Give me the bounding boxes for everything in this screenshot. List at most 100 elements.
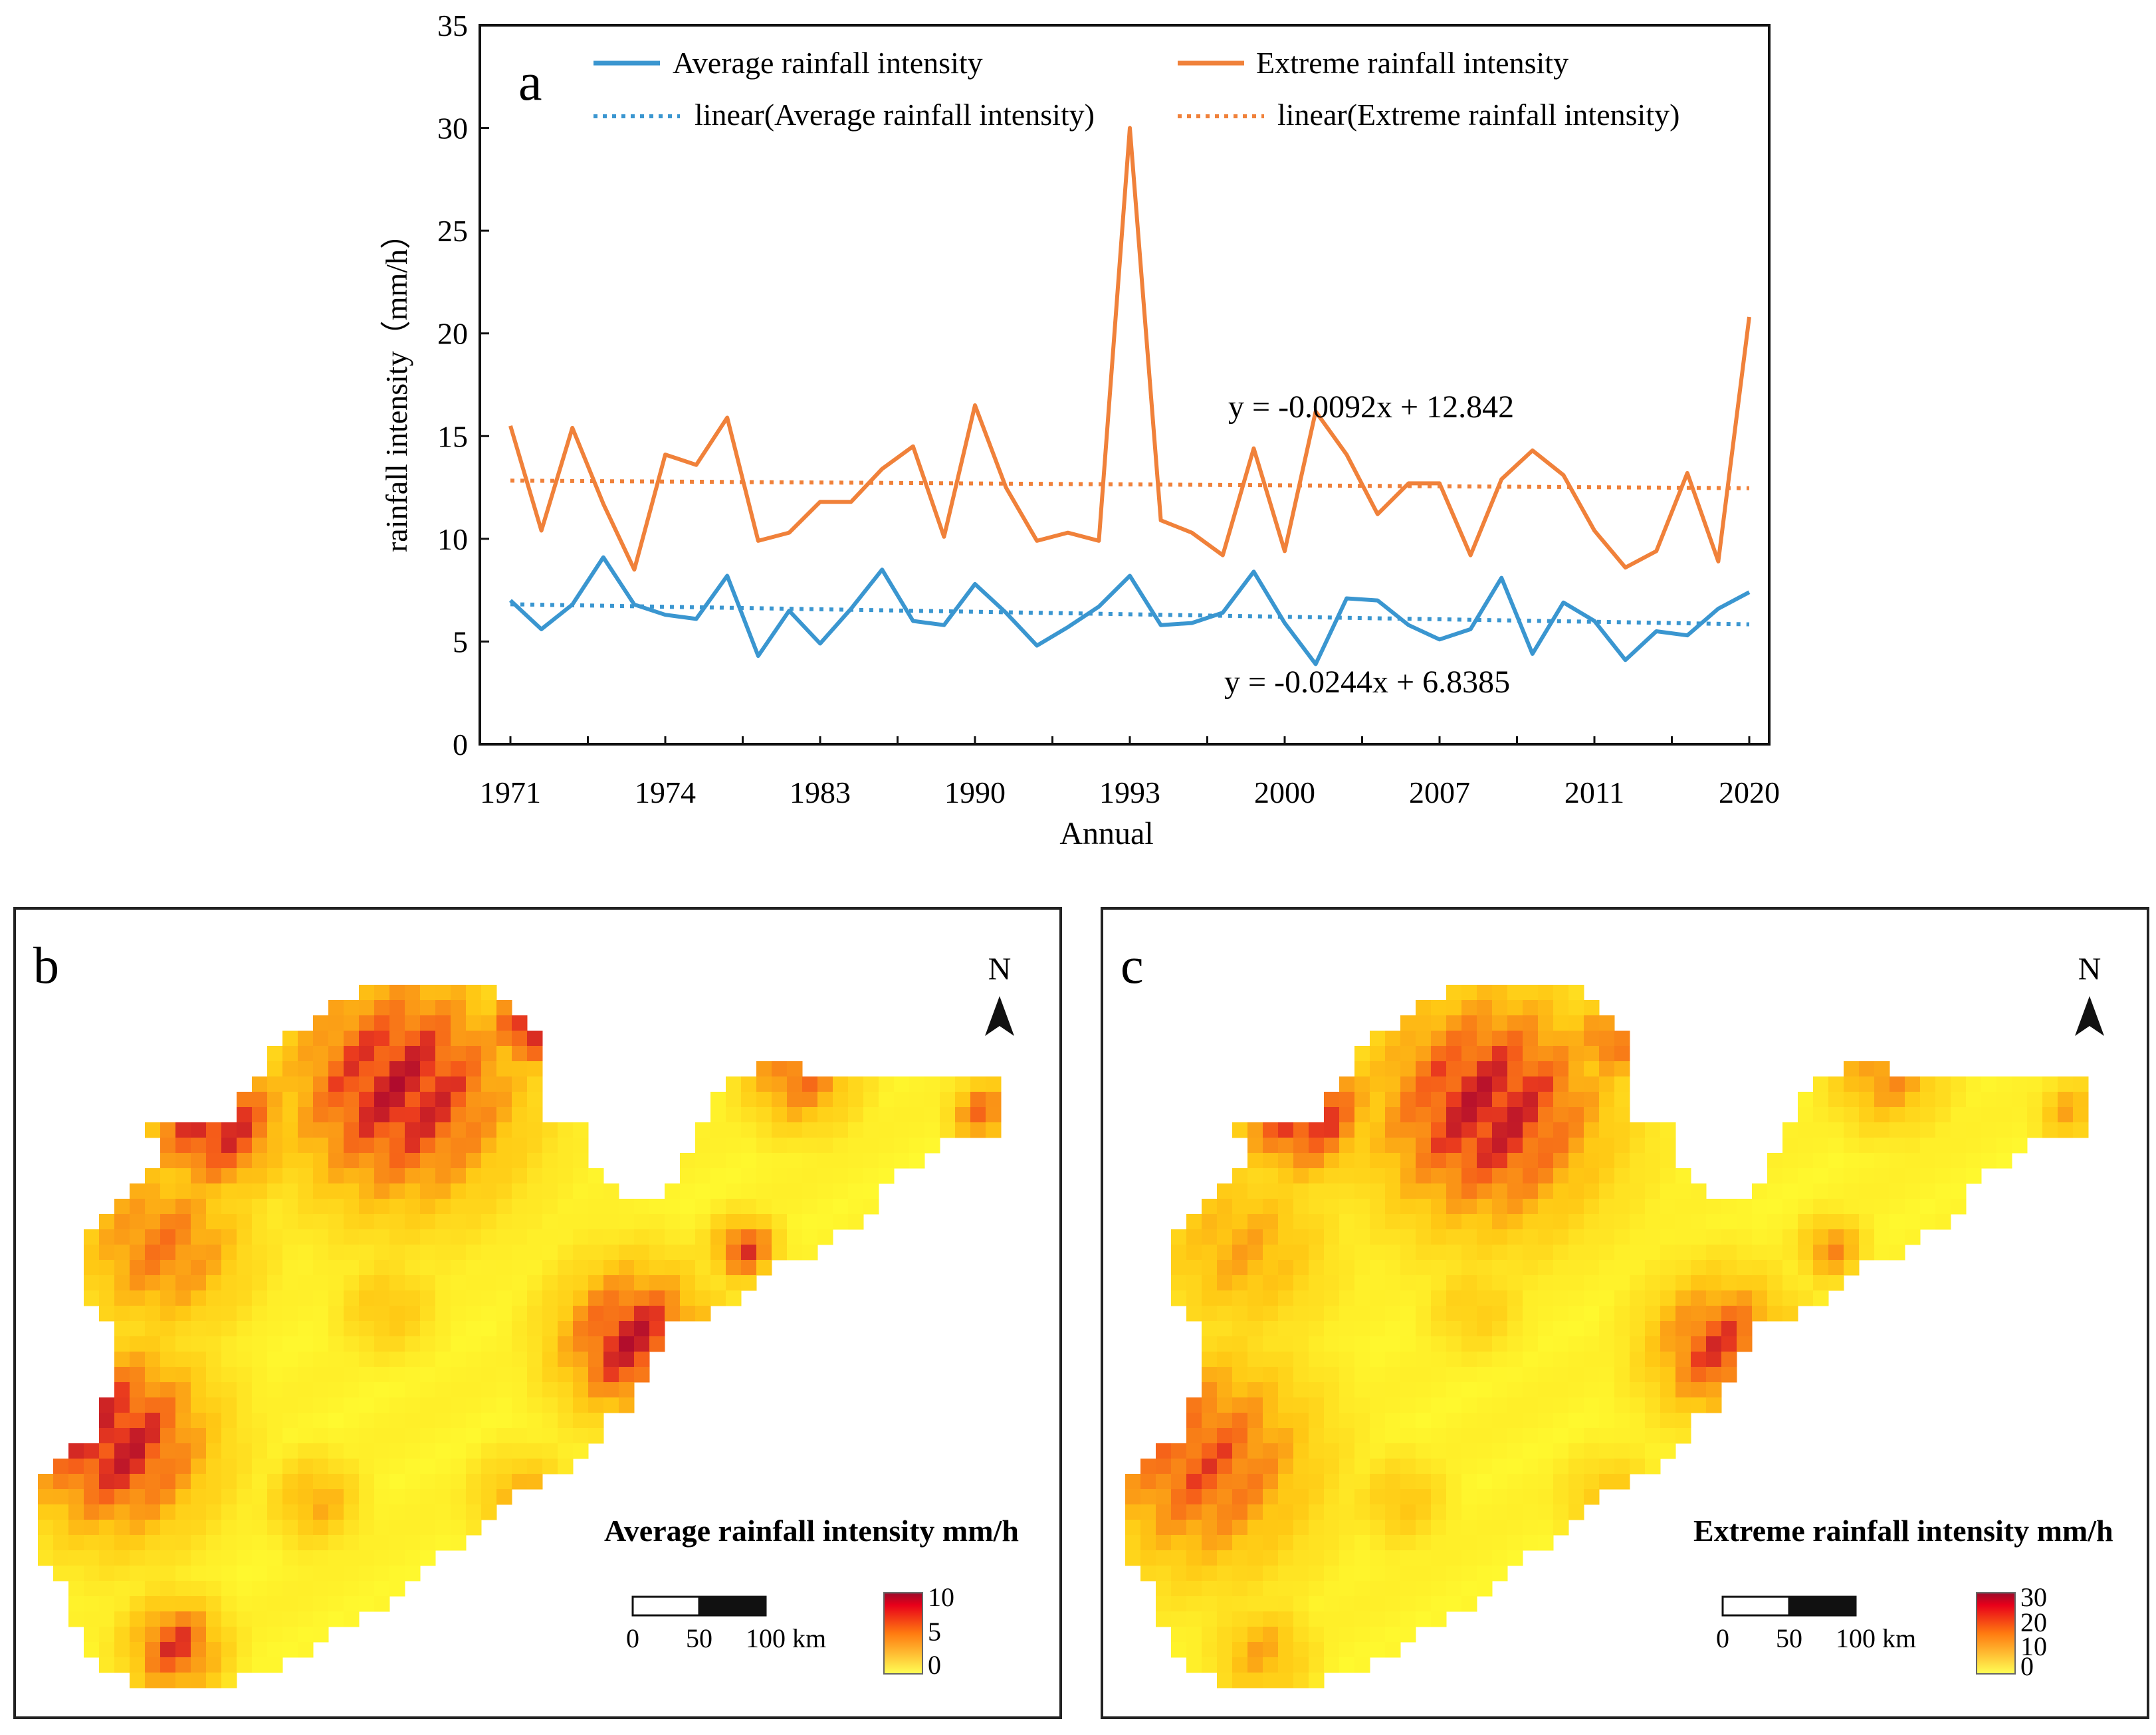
heatmap-cell <box>1370 1092 1386 1108</box>
heatmap-cell <box>802 1122 818 1138</box>
heatmap-cell <box>1354 1504 1370 1520</box>
heatmap-cell <box>512 1153 528 1169</box>
heatmap-cell <box>1630 1290 1646 1306</box>
heatmap-cell <box>1614 1214 1630 1230</box>
heatmap-cell <box>221 1504 237 1520</box>
heatmap-cell <box>344 1122 360 1138</box>
heatmap-cell <box>1630 1428 1646 1444</box>
heatmap-cell <box>435 1520 451 1536</box>
heatmap-cell <box>206 1397 222 1413</box>
heatmap-cell <box>665 1306 681 1322</box>
heatmap-cell <box>175 1245 191 1261</box>
scale-label-0: 0 <box>626 1623 639 1653</box>
heatmap-cell <box>221 1642 237 1658</box>
heatmap-cell <box>1416 1367 1432 1383</box>
heatmap-cell <box>344 1214 360 1230</box>
heatmap-cell <box>328 1015 344 1031</box>
heatmap-cell <box>1339 1260 1355 1276</box>
heatmap-cell <box>1844 1107 1860 1123</box>
heatmap-cell <box>145 1290 161 1306</box>
heatmap-cell <box>420 1382 436 1398</box>
heatmap-cell <box>282 1611 298 1627</box>
heatmap-cell <box>282 1138 298 1154</box>
heatmap-cell <box>298 1352 314 1368</box>
heatmap-cell <box>1645 1443 1661 1459</box>
heatmap-cell <box>1232 1657 1248 1673</box>
heatmap-cell <box>1293 1352 1309 1368</box>
heatmap-cell <box>359 1566 375 1582</box>
heatmap-cell <box>237 1107 253 1123</box>
heatmap-cell <box>1859 1229 1875 1245</box>
heatmap-cell <box>160 1489 176 1505</box>
heatmap-cell <box>328 1550 344 1566</box>
heatmap-cell <box>1889 1138 1905 1154</box>
heatmap-cell <box>1874 1138 1890 1154</box>
heatmap-cell <box>741 1245 757 1261</box>
heatmap-cell <box>2042 1076 2058 1092</box>
heatmap-cell <box>2073 1107 2089 1123</box>
heatmap-cell <box>481 1504 497 1520</box>
heatmap-cell <box>588 1183 604 1199</box>
heatmap-cell <box>84 1520 100 1536</box>
heatmap-cell <box>206 1581 222 1597</box>
heatmap-cell <box>1813 1183 1829 1199</box>
heatmap-cell <box>1523 1504 1539 1520</box>
heatmap-cell <box>252 1367 268 1383</box>
heatmap-cell <box>1370 1504 1386 1520</box>
heatmap-cell <box>481 1352 497 1368</box>
heatmap-cell <box>527 1443 543 1459</box>
heatmap-cell <box>298 1290 314 1306</box>
heatmap-cell <box>1492 1443 1508 1459</box>
heatmap-cell <box>313 1199 329 1215</box>
heatmap-cell <box>1721 1367 1737 1383</box>
heatmap-cell <box>160 1642 176 1658</box>
heatmap-cell <box>1874 1183 1890 1199</box>
heatmap-cell <box>451 1153 467 1169</box>
heatmap-cell <box>191 1459 207 1475</box>
heatmap-cell <box>1370 1061 1386 1077</box>
heatmap-cell <box>665 1229 681 1245</box>
heatmap-cell <box>405 1076 421 1092</box>
heatmap-cell <box>252 1520 268 1536</box>
heatmap-cell <box>160 1673 176 1688</box>
heatmap-cell <box>879 1138 895 1154</box>
heatmap-cell <box>1431 1535 1447 1551</box>
heatmap-cell <box>1492 1352 1508 1368</box>
heatmap-cell <box>374 1153 390 1169</box>
heatmap-cell <box>1309 1290 1325 1306</box>
heatmap-cell <box>1263 1657 1279 1673</box>
heatmap-cell <box>1293 1321 1309 1337</box>
heatmap-cell <box>160 1183 176 1199</box>
heatmap-cell <box>481 1015 497 1031</box>
heatmap-cell <box>1247 1673 1263 1688</box>
heatmap-cell <box>649 1214 665 1230</box>
heatmap-cell <box>1599 1275 1615 1291</box>
heatmap-cell <box>313 1122 329 1138</box>
heatmap-cell <box>1675 1382 1691 1398</box>
heatmap-cell <box>160 1275 176 1291</box>
heatmap-cell <box>879 1092 895 1108</box>
heatmap-cell <box>802 1199 818 1215</box>
heatmap-cell <box>481 1459 497 1475</box>
heatmap-cell <box>1477 1061 1493 1077</box>
heatmap-cell <box>282 1061 298 1077</box>
heatmap-cell <box>496 1443 512 1459</box>
heatmap-cell <box>1477 1015 1493 1031</box>
heatmap-cell <box>99 1245 115 1261</box>
heatmap-cell <box>1752 1199 1768 1215</box>
heatmap-cell <box>726 1275 742 1291</box>
heatmap-cell <box>1232 1596 1248 1612</box>
heatmap-cell <box>1477 1352 1493 1368</box>
heatmap-cell <box>1630 1382 1646 1398</box>
heatmap-cell <box>1630 1199 1646 1215</box>
heatmap-cell <box>649 1275 665 1291</box>
heatmap-cell <box>1553 1428 1569 1444</box>
heatmap-cell <box>359 1550 375 1566</box>
heatmap-cell <box>160 1352 176 1368</box>
heatmap-cell <box>1354 1657 1370 1673</box>
heatmap-cell <box>145 1443 161 1459</box>
heatmap-cell <box>558 1413 574 1429</box>
heatmap-cell <box>1630 1413 1646 1429</box>
heatmap-cell <box>1523 1245 1539 1261</box>
heatmap-cell <box>466 1352 482 1368</box>
